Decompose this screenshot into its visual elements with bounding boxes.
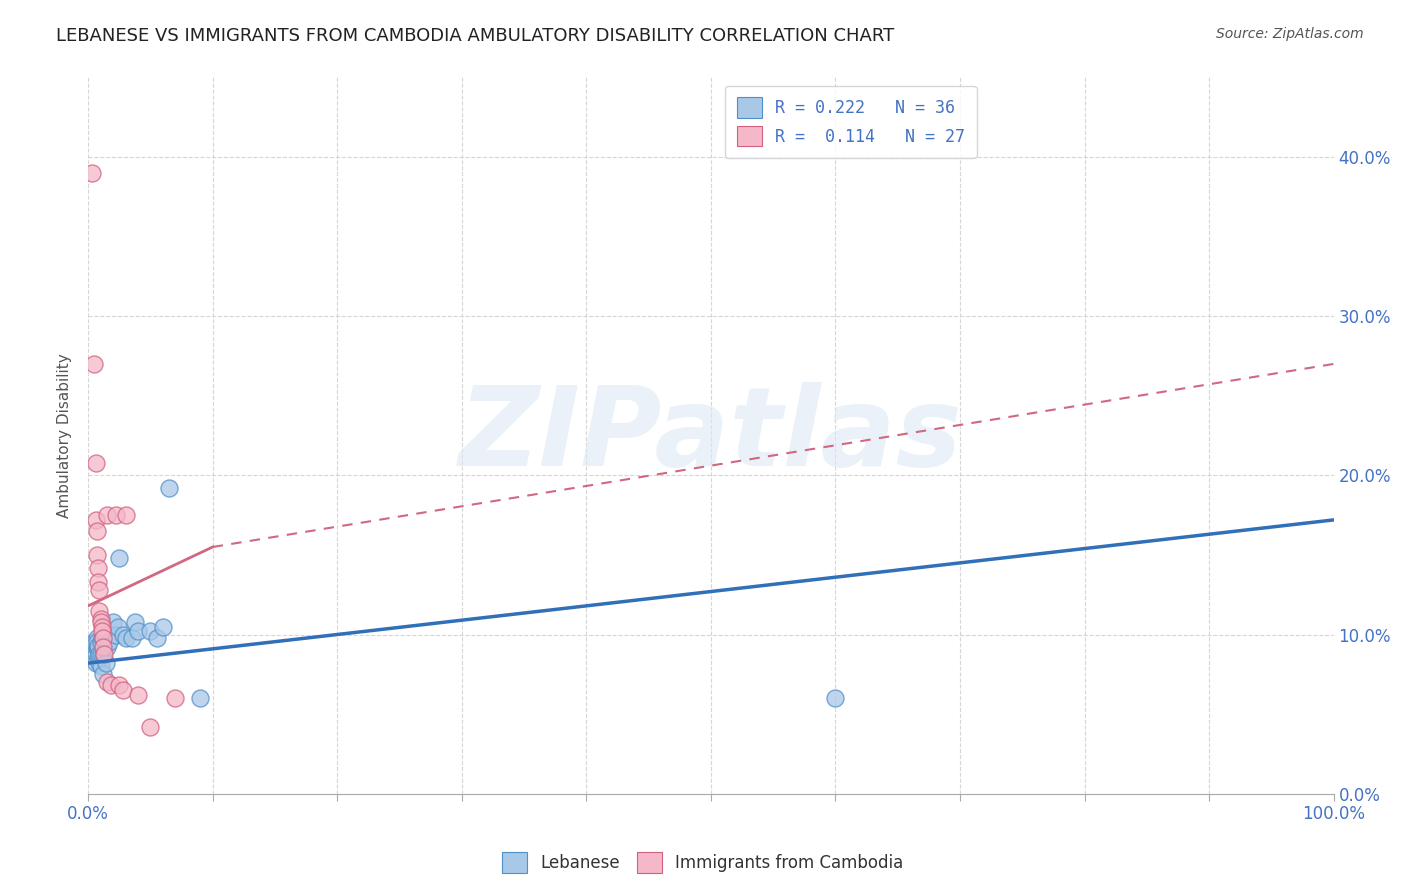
Point bbox=[87, 560, 110, 574]
Point bbox=[87, 643, 110, 657]
Point bbox=[90, 624, 112, 639]
Point bbox=[145, 631, 167, 645]
Point bbox=[91, 631, 114, 645]
Point bbox=[90, 647, 112, 661]
Point bbox=[86, 635, 108, 649]
Point bbox=[96, 640, 118, 655]
Point bbox=[108, 551, 131, 566]
Point bbox=[84, 513, 107, 527]
Point bbox=[87, 574, 110, 589]
Legend: R = 0.222   N = 36, R =  0.114   N = 27: R = 0.222 N = 36, R = 0.114 N = 27 bbox=[725, 86, 977, 158]
Point bbox=[112, 627, 135, 641]
Point bbox=[121, 631, 143, 645]
Point bbox=[90, 615, 112, 629]
Point bbox=[83, 357, 105, 371]
Point bbox=[157, 481, 180, 495]
Point bbox=[91, 647, 114, 661]
Point bbox=[152, 619, 174, 633]
Point bbox=[87, 649, 110, 664]
Point bbox=[127, 624, 149, 639]
Point bbox=[107, 619, 129, 633]
Point bbox=[96, 675, 118, 690]
Point bbox=[112, 683, 135, 698]
Point bbox=[100, 678, 122, 692]
Point bbox=[94, 656, 117, 670]
Point bbox=[90, 611, 112, 625]
Point bbox=[86, 640, 108, 655]
Point bbox=[84, 656, 107, 670]
Point bbox=[90, 659, 112, 673]
Point bbox=[188, 691, 211, 706]
Point bbox=[80, 166, 103, 180]
Point bbox=[124, 615, 146, 629]
Point bbox=[139, 624, 162, 639]
Point bbox=[91, 667, 114, 681]
Point bbox=[98, 635, 121, 649]
Point bbox=[89, 582, 111, 597]
Point bbox=[96, 508, 118, 523]
Point bbox=[86, 548, 108, 562]
Text: LEBANESE VS IMMIGRANTS FROM CAMBODIA AMBULATORY DISABILITY CORRELATION CHART: LEBANESE VS IMMIGRANTS FROM CAMBODIA AMB… bbox=[56, 27, 894, 45]
Point bbox=[104, 508, 127, 523]
Point bbox=[86, 631, 108, 645]
Point bbox=[84, 456, 107, 470]
Point bbox=[165, 691, 187, 706]
Point bbox=[90, 631, 112, 645]
Point bbox=[90, 635, 112, 649]
Point bbox=[93, 647, 115, 661]
Text: Source: ZipAtlas.com: Source: ZipAtlas.com bbox=[1216, 27, 1364, 41]
Point bbox=[824, 691, 846, 706]
Y-axis label: Ambulatory Disability: Ambulatory Disability bbox=[58, 353, 72, 518]
Point bbox=[93, 624, 115, 639]
Point bbox=[86, 524, 108, 538]
Point bbox=[84, 647, 107, 661]
Point bbox=[101, 615, 124, 629]
Point bbox=[114, 631, 136, 645]
Point bbox=[108, 678, 131, 692]
Point bbox=[83, 635, 105, 649]
Text: ZIPatlas: ZIPatlas bbox=[458, 382, 963, 489]
Legend: Lebanese, Immigrants from Cambodia: Lebanese, Immigrants from Cambodia bbox=[496, 846, 910, 880]
Point bbox=[90, 619, 112, 633]
Point bbox=[87, 639, 110, 653]
Point bbox=[114, 508, 136, 523]
Point bbox=[104, 627, 127, 641]
Point bbox=[89, 656, 111, 670]
Point bbox=[127, 688, 149, 702]
Point bbox=[139, 720, 162, 734]
Point bbox=[89, 647, 111, 661]
Point bbox=[89, 604, 111, 618]
Point bbox=[91, 640, 114, 655]
